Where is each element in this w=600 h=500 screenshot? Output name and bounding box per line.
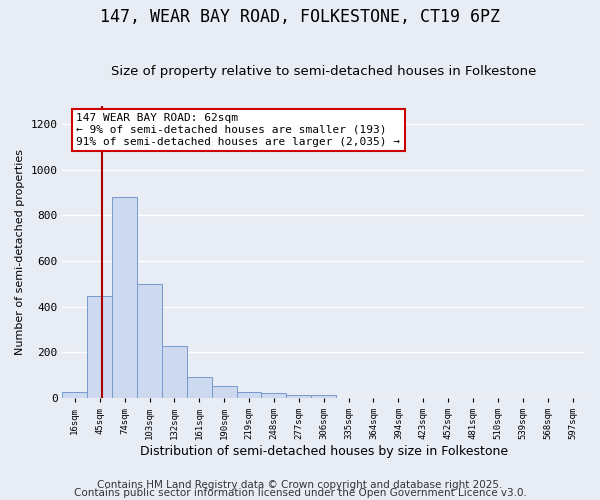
Bar [286,396,311,398]
Bar [236,392,262,398]
Bar [162,346,187,398]
Text: 147, WEAR BAY ROAD, FOLKESTONE, CT19 6PZ: 147, WEAR BAY ROAD, FOLKESTONE, CT19 6PZ [100,8,500,26]
Title: Size of property relative to semi-detached houses in Folkestone: Size of property relative to semi-detach… [111,66,536,78]
Text: Contains HM Land Registry data © Crown copyright and database right 2025.: Contains HM Land Registry data © Crown c… [97,480,503,490]
Bar [137,284,162,398]
Bar [187,377,212,398]
Bar [262,393,286,398]
Text: Contains public sector information licensed under the Open Government Licence v3: Contains public sector information licen… [74,488,526,498]
Bar [311,396,336,398]
Y-axis label: Number of semi-detached properties: Number of semi-detached properties [15,149,25,355]
Bar [112,197,137,398]
Bar [212,386,236,398]
X-axis label: Distribution of semi-detached houses by size in Folkestone: Distribution of semi-detached houses by … [140,444,508,458]
Bar [62,392,88,398]
Text: 147 WEAR BAY ROAD: 62sqm
← 9% of semi-detached houses are smaller (193)
91% of s: 147 WEAR BAY ROAD: 62sqm ← 9% of semi-de… [76,114,400,146]
Bar [88,296,112,398]
